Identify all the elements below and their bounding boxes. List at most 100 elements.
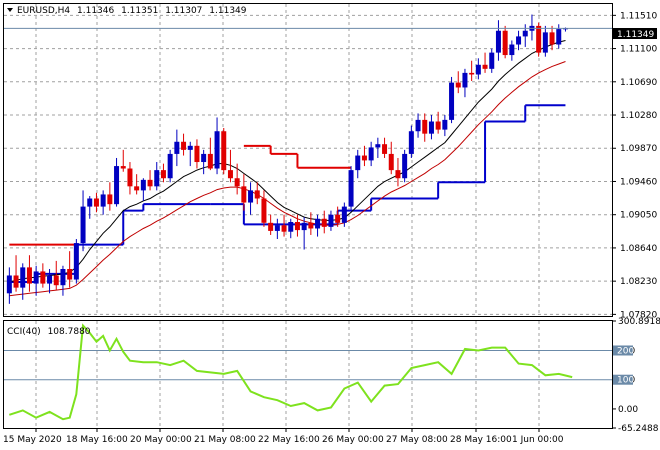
- y-tick-label: 1.08640: [620, 244, 657, 254]
- candle-body: [321, 218, 327, 227]
- candle-body: [120, 166, 126, 169]
- candle-body: [341, 206, 347, 223]
- y-tick-label: 0.00: [618, 405, 638, 415]
- candle-body: [174, 141, 180, 154]
- level-tag: [613, 345, 633, 356]
- candle-body: [536, 25, 542, 53]
- candle-body: [160, 170, 166, 179]
- candle-body: [234, 178, 240, 187]
- y-tick-label: 1.11510: [620, 11, 657, 21]
- step-lines: [9, 104, 566, 283]
- candle-body: [241, 186, 247, 203]
- candle-body: [469, 72, 475, 75]
- candle-body: [328, 214, 334, 227]
- indicator-grid: [4, 321, 612, 428]
- candle-body: [422, 119, 428, 134]
- candle-body: [294, 221, 300, 231]
- candle-body: [167, 153, 173, 179]
- low-value: 1.11307: [165, 6, 202, 16]
- x-axis: 15 May 2020 18 May 16:00 20 May 00:00 21 Ma…: [3, 428, 564, 445]
- candle-body: [114, 166, 120, 205]
- candle-body: [134, 186, 140, 191]
- candle-body: [274, 225, 280, 231]
- y-tick-label: 300.8918: [618, 317, 660, 327]
- candle-body: [194, 145, 200, 163]
- candle-body: [221, 131, 227, 171]
- candle-body: [181, 141, 187, 150]
- candle-body: [26, 267, 32, 284]
- candle-body: [489, 52, 495, 69]
- indicator-header: CCI(40) 108.7880: [7, 327, 91, 337]
- candle-body: [227, 170, 233, 179]
- y-tick-label: 1.09460: [620, 177, 657, 187]
- candle-body: [475, 64, 481, 75]
- x-tick-label: 27 May 08:00: [386, 435, 448, 445]
- candle-body: [315, 218, 321, 229]
- candle-body: [127, 168, 133, 187]
- candle-body: [388, 153, 394, 171]
- y-tick-label: 1.11100: [620, 45, 657, 55]
- candle-body: [348, 170, 354, 207]
- candle-body: [509, 44, 515, 56]
- candle-body: [47, 275, 53, 284]
- open-value: 1.11346: [77, 6, 114, 16]
- candle-body: [261, 198, 267, 223]
- candle-body: [395, 170, 401, 179]
- dropdown-arrow-icon[interactable]: [7, 8, 13, 12]
- y-tick-label: 1.07820: [620, 310, 657, 320]
- indicator-label: CCI(40): [7, 327, 41, 337]
- candle-body: [495, 30, 501, 53]
- indicator-plot-frame: [3, 320, 613, 429]
- y-tick-label: 1.09870: [620, 144, 657, 154]
- current-price-tag: [613, 28, 657, 39]
- candle-body: [428, 121, 434, 134]
- candle-body: [140, 179, 146, 191]
- candle-body: [268, 222, 274, 231]
- candle-body: [502, 30, 508, 56]
- y-tick-label: 1.09050: [620, 211, 657, 221]
- candle-body: [442, 119, 448, 130]
- candle-body: [375, 144, 381, 148]
- y-tick-label: 1.10690: [620, 78, 657, 88]
- candle-body: [147, 179, 153, 187]
- x-tick-label: 22 May 16:00: [258, 435, 320, 445]
- candle-body: [435, 121, 441, 130]
- current-price-tag-label: 1.11349: [617, 30, 654, 40]
- x-tick-label: 26 May 00:00: [322, 435, 384, 445]
- cci-line: [8, 323, 573, 421]
- level-tag-label: 100: [617, 376, 634, 386]
- y-tick-label: 1.08230: [620, 277, 657, 287]
- x-tick-label: 18 May 16:00: [66, 435, 128, 445]
- candle-body: [248, 190, 254, 203]
- x-tick-label: 21 May 08:00: [194, 435, 256, 445]
- candle-body: [455, 82, 461, 88]
- candle-body: [368, 147, 374, 161]
- y-tick-label: 1.10280: [620, 111, 657, 121]
- candle-body: [549, 32, 555, 45]
- candle-body: [93, 198, 99, 207]
- main-grid: [4, 4, 612, 316]
- candle-body: [154, 170, 160, 187]
- candle-body: [301, 222, 307, 231]
- level-tag-label: 200: [617, 346, 634, 356]
- candle-body: [522, 30, 528, 37]
- candle-body: [361, 155, 367, 161]
- close-value: 1.11349: [209, 6, 246, 16]
- candle-body: [107, 194, 113, 205]
- ma-fast-line: [9, 40, 566, 283]
- candle-body: [187, 145, 193, 150]
- candle-body: [556, 29, 562, 45]
- main-y-axis: 1.11510 1.11100 1.10690 1.10280 1.09870 1.094…: [612, 11, 657, 320]
- chart-header: EURUSD,H4 1.11346 1.11351 1.11307 1.1134…: [17, 6, 247, 16]
- candle-body: [87, 198, 93, 207]
- candle-body: [288, 221, 294, 232]
- candle-body: [33, 271, 39, 284]
- indicator-value: 108.7880: [48, 327, 91, 337]
- high-value: 1.11351: [121, 6, 158, 16]
- candle-body: [462, 72, 468, 88]
- candle-body: [408, 131, 414, 154]
- candle-body: [542, 32, 548, 53]
- candle-body: [402, 153, 408, 179]
- candle-body: [80, 206, 86, 244]
